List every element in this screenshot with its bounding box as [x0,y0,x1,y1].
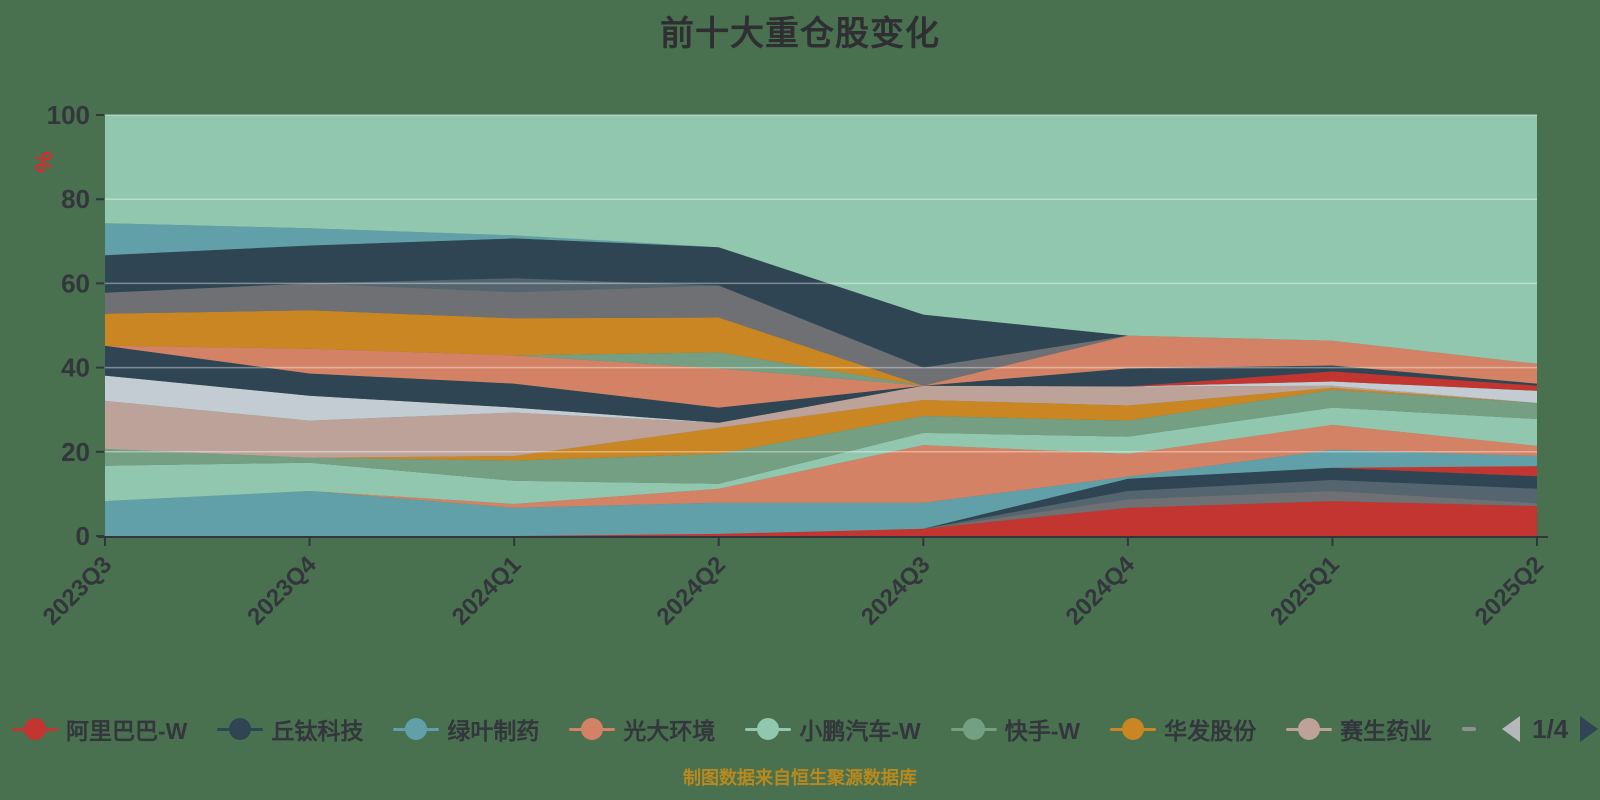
legend-label: 华发股份 [1164,718,1257,744]
legend-marker-circle-icon [1298,718,1321,740]
x-axis-label-2025Q1: 2025Q1 [1265,551,1344,630]
legend-marker-circle-icon [229,718,252,740]
area-band-12-band-12 [105,375,1537,423]
area-band-3-band-03 [105,480,1537,536]
legend-item-华发股份[interactable]: 华发股份 [1110,712,1256,746]
legend-label: 绿叶制药 [447,718,540,744]
area-band-15-band-15 [105,335,1537,408]
y-axis-unit-percent: % [31,151,58,172]
area-band-11-band-11 [105,385,1537,458]
legend-marker-circle-icon [757,718,780,740]
area-band-2-band-02 [105,491,1537,536]
legend-marker-icon [950,718,997,740]
y-axis-label-20: 20 [61,437,90,467]
area-band-14-band-14 [105,345,1537,423]
x-axis-label-2023Q4: 2023Q4 [242,551,322,631]
legend-marker-circle-icon [581,718,604,740]
legend-pager-page-indicator: 1/4 [1532,713,1569,744]
legend-item-绿叶制药[interactable]: 绿叶制药 [393,712,539,746]
area-band-22-band-22 [105,115,1537,364]
x-axis [98,536,1548,546]
legend-marker-icon [393,718,440,740]
legend-label: 小鹏汽车-W [799,718,921,744]
y-axis-label-60: 60 [61,268,90,298]
y-axis-label-40: 40 [61,353,90,383]
legend-pager-next-icon[interactable] [1580,716,1599,742]
legend-item-阿里巴巴-W[interactable]: 阿里巴巴-W [12,712,187,746]
legend-pager: 1/4 [1462,713,1599,745]
area-band-6-band-06 [105,449,1537,536]
x-axis-label-2024Q4: 2024Q4 [1061,551,1141,631]
legend-item-小鹏汽车-W[interactable]: 小鹏汽车-W [745,712,921,746]
area-band-20-band-20 [105,238,1537,368]
area-band-8-band-08 [105,407,1537,504]
x-axis-label-2024Q3: 2024Q3 [856,551,935,630]
gridlines [105,114,1537,453]
legend-label: 阿里巴巴-W [66,718,188,744]
legend-label: 丘钛科技 [271,718,364,744]
legend-item-快手-W[interactable]: 快手-W [950,712,1081,746]
y-axis-labels: 0 20 40 60 80 100 [47,100,104,551]
area-band-21-band-21 [105,223,1537,364]
area-band-1-阿里巴巴-W [105,501,1537,536]
legend-marker-icon [217,718,264,740]
legend-item-丘钛科技[interactable]: 丘钛科技 [217,712,363,746]
y-axis-label-100: 100 [47,100,90,130]
legend-marker-icon [569,718,616,740]
plot-areas [105,115,1537,536]
area-band-10-band-10 [105,387,1537,461]
legend-marker-icon [745,718,792,740]
area-band-18-band-18 [105,283,1537,386]
data-source-caption: 制图数据来自恒生聚源数据库 [683,768,917,788]
chart-title: 前十大重仓股变化 [660,15,940,53]
area-band-9-band-09 [105,389,1537,484]
area-band-17-band-17 [105,310,1537,386]
legend: 阿里巴巴-W 丘钛科技 绿叶制药 光大环境 小鹏汽车-W 快手-W 华发股份 赛生药业 1/4 [12,704,1599,754]
legend-marker-icon [1110,718,1157,740]
legend-pager-prev-icon[interactable] [1502,716,1521,742]
legend-marker-circle-icon [1122,718,1145,740]
area-band-7-band-07 [105,424,1537,508]
legend-marker-circle-icon [962,718,985,740]
area-band-13-band-13 [105,371,1537,423]
x-axis-label-2025Q2: 2025Q2 [1470,551,1549,630]
legend-item-光大环境[interactable]: 光大环境 [569,712,715,746]
legend-marker-circle-icon [24,718,46,740]
legend-marker-icon [1286,718,1333,740]
legend-label: 赛生药业 [1340,718,1433,744]
x-axis-labels: 2023Q3 2023Q4 2024Q1 2024Q2 2024Q3 2024Q4 2025… [38,551,1549,631]
legend-label: 快手-W [1004,718,1081,744]
legend-marker-icon [12,718,58,740]
y-axis-label-0: 0 [76,521,90,551]
legend-marker-circle-icon [405,718,428,740]
x-axis-label-2024Q1: 2024Q1 [447,551,526,630]
legend-item-赛生药业[interactable]: 赛生药业 [1286,712,1432,746]
x-axis-label-2024Q2: 2024Q2 [651,551,730,630]
area-band-16-band-16 [105,335,1537,386]
legend-label: 光大环境 [623,718,716,744]
y-axis-label-80: 80 [61,184,90,214]
area-band-4-band-04 [105,467,1537,536]
legend-overflow-dash-icon [1462,727,1477,731]
x-axis-label-2023Q3: 2023Q3 [38,551,117,630]
